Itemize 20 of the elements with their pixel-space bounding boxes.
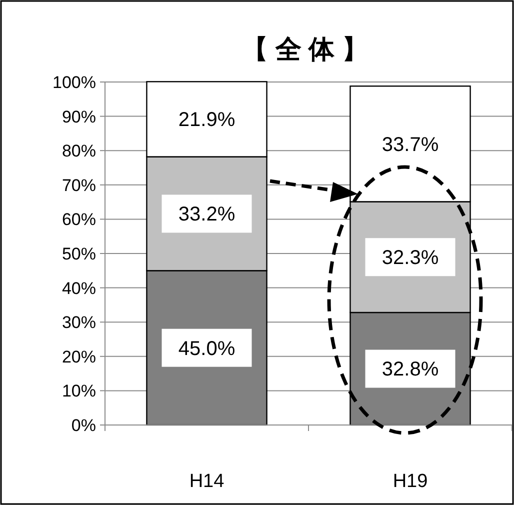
y-tick-label: 40% <box>62 278 96 298</box>
y-tick-label: 80% <box>62 142 96 161</box>
x-tick-label: H14 <box>189 471 225 492</box>
y-tick-label: 70% <box>62 176 96 195</box>
chart-title: 【 全 体 】 <box>242 34 368 64</box>
x-tick-label: H19 <box>392 471 428 492</box>
y-tick-label: 20% <box>62 347 96 366</box>
y-tick-label: 100% <box>52 73 96 92</box>
y-tick-label: 60% <box>62 210 96 230</box>
data-label: 33.7% <box>382 134 439 156</box>
data-label: 33.2% <box>178 204 236 226</box>
data-label: 32.8% <box>382 358 439 381</box>
y-tick-label: 30% <box>62 313 96 332</box>
y-tick-label: 0% <box>71 416 96 435</box>
data-label: 21.9% <box>178 109 236 132</box>
y-tick-label: 50% <box>62 244 96 264</box>
y-tick-label: 90% <box>62 107 96 126</box>
data-label: 45.0% <box>178 338 236 360</box>
y-tick-label: 10% <box>62 382 96 401</box>
data-label: 32.3% <box>382 247 439 270</box>
